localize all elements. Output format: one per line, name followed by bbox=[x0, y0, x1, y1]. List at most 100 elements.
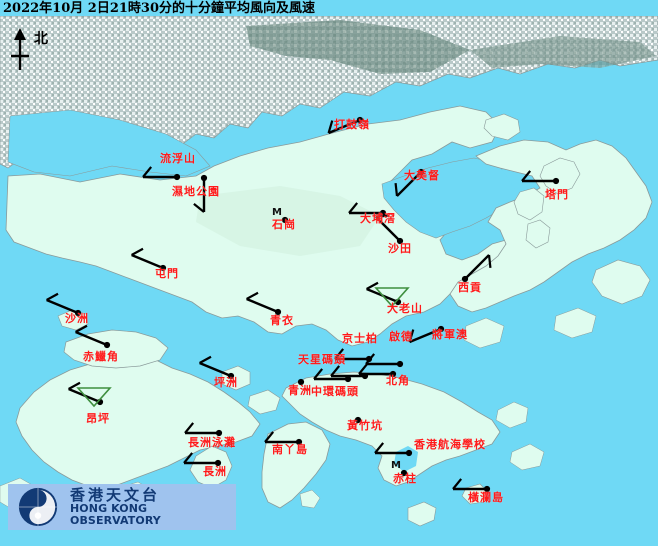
north-arrow: 北 bbox=[6, 26, 66, 76]
station-label: 昂坪 bbox=[86, 412, 110, 425]
chek-lap-kok-island bbox=[63, 329, 169, 369]
north-label: 北 bbox=[34, 31, 48, 47]
wind-station bbox=[193, 174, 208, 213]
wind-barb-shaft bbox=[246, 297, 279, 314]
station-label: 沙洲 bbox=[65, 312, 89, 325]
peak-triangle-icon bbox=[76, 387, 112, 408]
station-label: 中環碼頭 bbox=[311, 385, 359, 398]
map-canvas bbox=[0, 16, 658, 546]
small-island-c bbox=[495, 401, 529, 429]
wind-barb-feather bbox=[452, 478, 463, 490]
wind-station bbox=[313, 368, 352, 383]
wind-station bbox=[246, 291, 282, 316]
page-title: 2022年10月 2日21時30分的十分鐘平均風向及風速 bbox=[3, 1, 316, 16]
station-dot bbox=[354, 416, 362, 424]
wind-barbs-layer bbox=[46, 116, 560, 493]
wind-barb-feather bbox=[313, 368, 324, 380]
wind-barb-shaft bbox=[375, 216, 401, 242]
wind-barb-feather bbox=[348, 202, 359, 214]
wind-station bbox=[408, 325, 445, 344]
station-label: 香港航海學校 bbox=[414, 438, 486, 451]
island-ne-4 bbox=[591, 259, 651, 305]
wind-barb-feather bbox=[183, 452, 194, 464]
wind-barb-feather bbox=[365, 353, 376, 365]
wind-barb-feather bbox=[193, 202, 205, 213]
wind-station bbox=[327, 116, 364, 135]
station-label: 將軍澳 bbox=[432, 328, 468, 341]
wind-barb-feather bbox=[334, 348, 345, 360]
island-ne-2 bbox=[513, 187, 545, 221]
wind-barb-feather bbox=[487, 254, 492, 269]
station-label: 長洲泳灘 bbox=[188, 436, 236, 449]
wind-barb-feather bbox=[131, 247, 144, 256]
wind-barb-feather bbox=[246, 291, 259, 300]
peng-chau-island bbox=[221, 365, 251, 391]
station-marker-letter: M bbox=[391, 460, 401, 471]
station-label: 長洲 bbox=[203, 465, 227, 478]
wind-station bbox=[142, 166, 181, 181]
station-label: 北角 bbox=[386, 374, 410, 387]
small-island-a bbox=[299, 489, 321, 509]
wind-station bbox=[348, 202, 387, 217]
wind-barb-feather bbox=[408, 329, 415, 343]
wind-station bbox=[461, 254, 492, 283]
station-label: 京士柏 bbox=[342, 332, 378, 345]
deep-bay-water bbox=[7, 109, 211, 177]
peak-triangle-icon bbox=[374, 287, 410, 308]
wind-station bbox=[521, 170, 560, 185]
station-label: 打鼓嶺 bbox=[334, 118, 370, 131]
station-label: 黃竹坑 bbox=[347, 419, 383, 432]
small-island-d bbox=[553, 307, 597, 339]
wind-station bbox=[199, 355, 235, 380]
station-label: 濕地公園 bbox=[172, 185, 220, 198]
station-label: 坪洲 bbox=[214, 376, 238, 389]
wind-station bbox=[131, 247, 167, 272]
station-label: 南丫島 bbox=[272, 443, 308, 456]
wind-barb-feather bbox=[521, 170, 532, 182]
small-island-b bbox=[509, 443, 545, 471]
wind-barb-feather bbox=[375, 214, 390, 219]
wind-station bbox=[365, 353, 404, 368]
wind-barb-feather bbox=[142, 166, 153, 178]
wind-barb-feather bbox=[46, 292, 59, 301]
peak-markers-layer bbox=[76, 287, 410, 408]
wind-station bbox=[358, 363, 397, 378]
wind-barb-feather bbox=[374, 442, 385, 454]
station-label: 沙田 bbox=[388, 242, 412, 255]
small-island-e bbox=[463, 317, 505, 349]
station-label: 大埔滘 bbox=[360, 212, 396, 225]
station-label: 大美督 bbox=[404, 169, 440, 182]
mainland-hills-2 bbox=[470, 36, 656, 68]
wind-barb-feather bbox=[75, 324, 88, 333]
cheung-chau-island bbox=[189, 445, 233, 489]
wind-barb-feather bbox=[184, 422, 195, 434]
station-label: 青洲 bbox=[288, 384, 312, 397]
station-marker-letter: M bbox=[272, 207, 282, 218]
hko-logo: 香港天文台 HONG KONG OBSERVATORY bbox=[8, 484, 236, 530]
station-label: 赤鱲角 bbox=[83, 350, 119, 363]
wind-barb-shaft bbox=[328, 118, 361, 135]
island-ne-3 bbox=[525, 219, 551, 249]
wind-barb-feather bbox=[68, 381, 81, 390]
station-label: 石崗 bbox=[272, 218, 296, 231]
wind-station bbox=[354, 416, 362, 424]
wind-station bbox=[374, 442, 413, 457]
sai-kung-peninsula bbox=[449, 139, 653, 313]
wind-station bbox=[75, 324, 111, 349]
station-label: 西貢 bbox=[458, 281, 482, 294]
po-toi-island bbox=[407, 501, 437, 527]
hko-logo-icon bbox=[18, 487, 58, 527]
wind-station bbox=[281, 216, 289, 224]
wind-barb-feather bbox=[264, 431, 275, 443]
wind-barb-feather bbox=[394, 182, 399, 197]
station-label: 塔門 bbox=[545, 188, 569, 201]
lamma-island bbox=[261, 421, 331, 509]
nt-hill-shading bbox=[196, 186, 380, 256]
wind-barb-feather bbox=[199, 355, 212, 364]
station-label: 天星碼頭 bbox=[298, 353, 346, 366]
wind-station bbox=[375, 214, 404, 245]
wind-barb-feather bbox=[358, 363, 369, 375]
hei-ling-chau-island bbox=[247, 389, 281, 415]
wind-barb-shaft bbox=[75, 330, 108, 347]
